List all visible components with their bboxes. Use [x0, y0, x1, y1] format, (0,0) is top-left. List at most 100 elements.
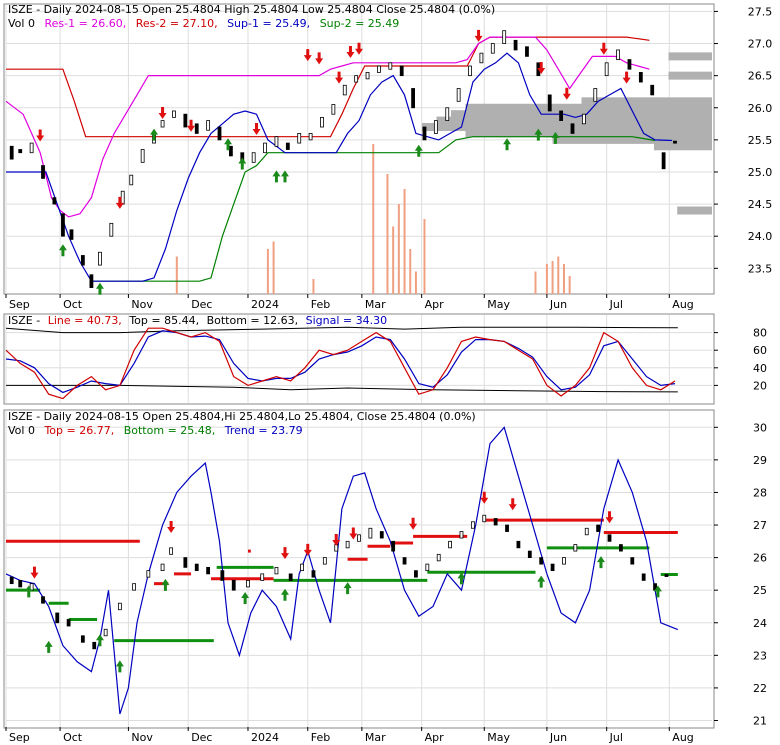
candle [365, 72, 370, 80]
volume-bars [175, 144, 571, 294]
y-tick-label: 26.0 [748, 102, 773, 115]
candle [581, 113, 586, 125]
candle [650, 84, 655, 96]
y-tick-label: 26 [753, 552, 767, 565]
candle [388, 62, 393, 70]
buy-arrow [44, 640, 53, 653]
buy-arrow [534, 128, 543, 141]
candle [217, 126, 222, 141]
candle [80, 635, 85, 643]
volume-bar [312, 279, 315, 294]
y-tick-label: 27.0 [748, 38, 773, 51]
candle [433, 120, 438, 134]
candle [357, 534, 361, 542]
y-tick-label: 23 [753, 649, 767, 662]
sell-arrow [480, 491, 489, 504]
candle [322, 557, 327, 565]
candle [172, 110, 176, 118]
buy-arrow [596, 556, 605, 569]
buy-arrow [551, 131, 560, 144]
sell-arrow [562, 87, 571, 100]
x-tick-label: Jul [609, 298, 623, 311]
candle [61, 213, 65, 237]
volume-bar [175, 256, 178, 294]
buy-arrow [537, 575, 546, 588]
candle [129, 174, 134, 186]
stoch-label-line: Line = 40.73, [48, 314, 122, 327]
candle [92, 641, 97, 650]
candle [414, 570, 418, 578]
x-tick-label: Feb [311, 731, 330, 744]
sell-arrow [355, 42, 363, 55]
candle [120, 190, 125, 205]
candle [109, 222, 114, 237]
candle [117, 602, 122, 611]
x-tick-label: Oct [63, 731, 83, 744]
volume-bar [272, 241, 275, 294]
volume-bar [557, 256, 560, 294]
candle [368, 527, 373, 539]
stoch-main-line [5, 327, 676, 400]
x-tick-label: Dec [191, 298, 212, 311]
candle [331, 104, 336, 115]
volume-by-price-bars [422, 52, 712, 215]
candle [638, 72, 643, 83]
stochastic-panel: 20 40 60 80 ISZE - Line = 40.73, Top = 85.4… [3, 313, 767, 405]
buy-arrow [24, 585, 33, 598]
candle [630, 557, 635, 565]
x-tick-label: Apr [425, 731, 445, 744]
candle [132, 583, 137, 591]
sell-arrow [36, 129, 45, 142]
candle [570, 123, 575, 134]
sell-arrow [280, 547, 289, 560]
stoch-top-line [5, 326, 678, 334]
sell-arrow [335, 71, 344, 84]
y-tick-label: 20 [753, 379, 767, 392]
volume-bar [392, 226, 395, 294]
candle [89, 274, 94, 288]
candle [425, 563, 430, 572]
sup2-line [91, 136, 656, 282]
x-tick-label: Mar [365, 298, 386, 311]
stochastic-legend: ISZE - Line = 40.73, Top = 85.44, Bottom… [8, 314, 387, 327]
stoch-label-top: Top = 85.44, [128, 314, 199, 327]
candle [183, 557, 188, 568]
candle [29, 142, 34, 154]
candle [41, 596, 45, 604]
candle [490, 43, 495, 54]
candle [342, 84, 347, 96]
stochastic-panel-frame [3, 313, 715, 405]
price-legend: Vol 0 Res-1 = 26.60, Res-2 = 27.10, Sup-… [8, 17, 399, 30]
price-panel: 23.5 24.0 24.5 25.0 25.5 26.0 26.5 27.0 27.5 Sep… [3, 3, 773, 311]
y-tick-label: 23.5 [748, 262, 773, 275]
x-tick-label: Feb [311, 298, 330, 311]
y-tick-label: 24 [753, 617, 767, 630]
x-tick-label: 2024 [251, 731, 279, 744]
legend-sup2: Sup-2 = 25.49 [320, 17, 400, 30]
legend-res2: Res-2 = 27.10, [136, 17, 218, 30]
buy-arrow [241, 591, 250, 604]
candle [596, 524, 601, 532]
volume-bar [266, 249, 269, 294]
y-tick-label: 80 [753, 327, 767, 340]
sell-arrow [30, 566, 39, 579]
candle [539, 557, 544, 565]
volume-profile-bar [436, 116, 712, 125]
candle [482, 514, 487, 523]
y-tick-label: 22 [753, 682, 767, 695]
candle [436, 553, 441, 562]
sell-arrow [332, 534, 341, 547]
x-tick-label: Sep [9, 298, 30, 311]
trend-candles [9, 514, 669, 650]
candle [399, 65, 404, 77]
volume-bar [551, 261, 554, 294]
buy-arrow [95, 634, 104, 647]
candle [562, 557, 566, 565]
sell-arrow [303, 543, 312, 556]
y-tick-label: 24.0 [748, 230, 773, 243]
candle [641, 573, 646, 581]
candle [206, 120, 211, 131]
candle [66, 619, 71, 627]
trend-title: ISZE - Daily 2024-08-15 Open 25.4804,Hi … [8, 410, 476, 423]
